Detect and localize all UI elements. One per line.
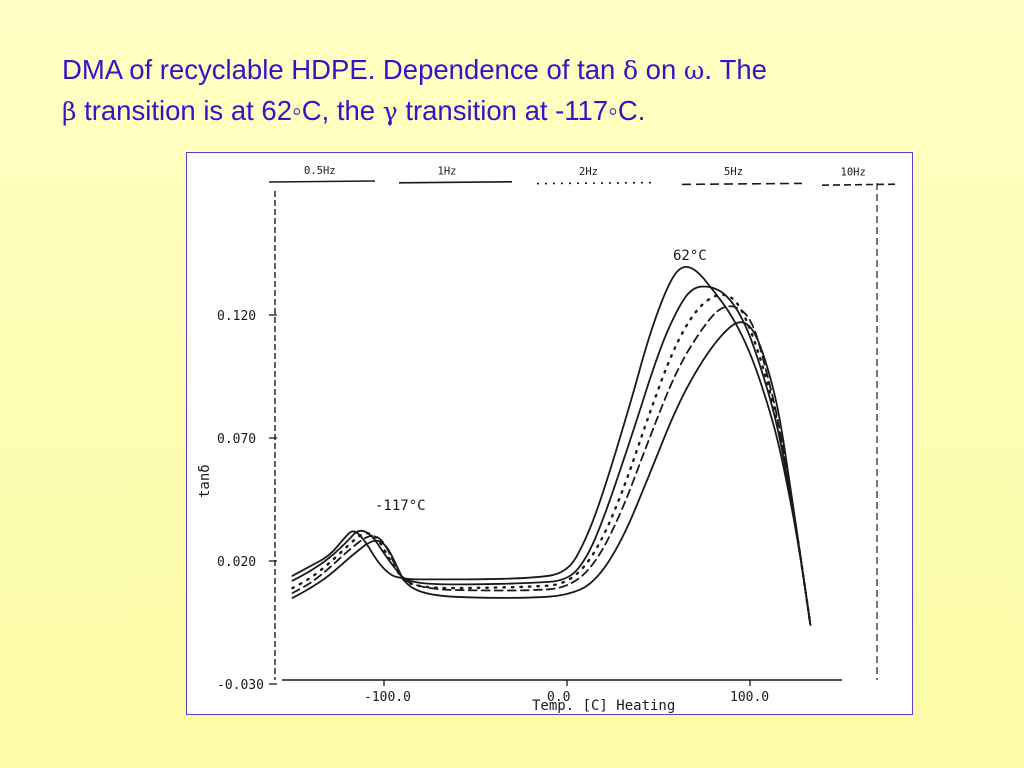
y-tick-label: 0.120 bbox=[217, 309, 256, 324]
title-text: DMA of recyclable HDPE. Dependence of ta… bbox=[62, 54, 623, 85]
legend-label-1hz: 1Hz bbox=[438, 165, 457, 177]
legend-label-2hz: 2Hz bbox=[579, 166, 598, 178]
degree-symbol: ◦ bbox=[291, 95, 302, 126]
title-text: . The bbox=[704, 54, 767, 85]
legend-label-0.5hz: 0.5Hz bbox=[304, 165, 336, 177]
gamma-peak-annotation: -117°C bbox=[375, 498, 426, 514]
y-tick-label: 0.020 bbox=[217, 555, 256, 570]
beta-peak-annotation: 62°C bbox=[673, 248, 707, 264]
title-text: transition is at 62 bbox=[76, 95, 292, 126]
gamma-symbol: γ bbox=[382, 97, 398, 126]
x-tick-label: 100.0 bbox=[730, 690, 769, 705]
dma-chart: 0.5Hz 1Hz 2Hz 5Hz 10Hz 0.120 0.070 0.020 -0.030… bbox=[197, 165, 896, 713]
plot-border bbox=[274, 183, 878, 681]
axes: 0.120 0.070 0.020 -0.030 -100.0 0.0 100.0 bbox=[217, 309, 769, 705]
title-text: C, the bbox=[301, 95, 383, 126]
degree-symbol: ◦ bbox=[608, 95, 618, 126]
y-tick-label: 0.070 bbox=[217, 432, 256, 447]
x-axis-label: Temp. [C] Heating bbox=[532, 698, 675, 713]
series-10hz bbox=[291, 321, 812, 626]
y-tick-label: -0.030 bbox=[217, 678, 264, 693]
legend-line-1hz bbox=[398, 181, 513, 184]
series-2hz bbox=[291, 293, 812, 627]
omega-symbol: ω bbox=[683, 56, 705, 85]
delta-symbol: δ bbox=[622, 56, 639, 85]
series-0.5hz bbox=[291, 265, 812, 626]
title-text: on bbox=[638, 54, 684, 85]
title-text: transition at -117 bbox=[397, 95, 609, 126]
beta-symbol: β bbox=[62, 97, 77, 126]
slide-title: DMA of recyclable HDPE. Dependence of ta… bbox=[62, 50, 992, 132]
x-tick-label: -100.0 bbox=[364, 690, 411, 705]
figure-frame: 0.5Hz 1Hz 2Hz 5Hz 10Hz 0.120 0.070 0.020 -0.030… bbox=[186, 152, 913, 715]
title-text: C. bbox=[617, 95, 646, 126]
legend-line-0.5hz bbox=[268, 180, 376, 183]
legend-line-5hz bbox=[681, 182, 803, 186]
y-axis-label: tanδ bbox=[197, 464, 213, 498]
series-5hz bbox=[291, 305, 812, 626]
legend-line-10hz bbox=[821, 183, 896, 186]
frequency-legend: 0.5Hz 1Hz 2Hz 5Hz 10Hz bbox=[268, 165, 896, 186]
x-tick-label: 0.0 bbox=[547, 690, 570, 705]
legend-label-10hz: 10Hz bbox=[841, 167, 866, 179]
series-1hz bbox=[291, 285, 812, 626]
legend-label-5hz: 5Hz bbox=[724, 166, 743, 178]
series-layer bbox=[291, 265, 812, 627]
legend-line-2hz bbox=[536, 181, 658, 185]
